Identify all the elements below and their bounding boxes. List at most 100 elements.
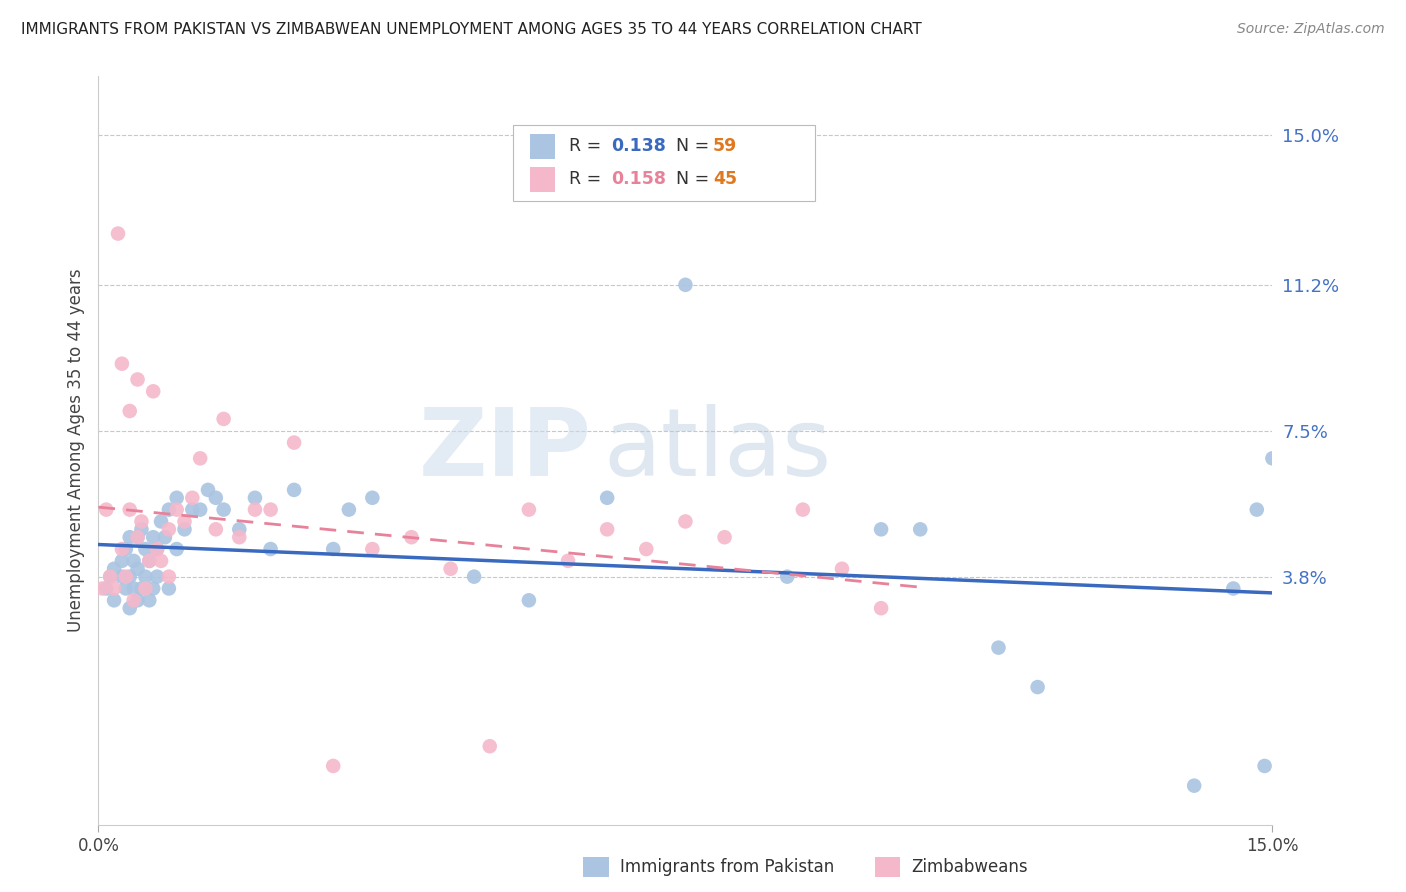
Point [166,491,188,505]
Point [188,502,211,516]
Point [114,582,136,596]
Point [212,412,235,426]
Point [596,522,619,536]
Point [96,582,118,596]
Point [114,542,136,557]
Point [150,554,173,568]
Point [283,483,305,497]
Point [111,357,134,371]
Point [118,569,141,583]
Point [776,569,799,583]
Text: atlas: atlas [603,404,831,497]
Point [337,502,360,516]
Point [127,530,149,544]
Text: 59: 59 [713,137,737,155]
Point [134,542,156,557]
Point [122,554,145,568]
Point [118,404,141,418]
Text: 0.138: 0.138 [612,137,666,155]
Point [870,601,893,615]
Point [1222,582,1244,596]
Point [439,562,461,576]
Point [118,502,141,516]
Point [463,569,485,583]
Point [111,554,134,568]
Point [557,554,579,568]
Text: Source: ZipAtlas.com: Source: ZipAtlas.com [1237,22,1385,37]
Point [987,640,1010,655]
Point [1182,779,1205,793]
Point [1246,502,1268,516]
Text: R =: R = [569,137,607,155]
Point [150,515,173,529]
Point [146,569,169,583]
Point [96,502,118,516]
Point [114,569,136,583]
Point [103,582,125,596]
Point [181,491,204,505]
Point [322,759,344,773]
Point [138,554,160,568]
Point [138,593,160,607]
Point [259,502,281,516]
Point [478,739,501,754]
Point [870,522,893,536]
Point [243,502,266,516]
Text: Immigrants from Pakistan: Immigrants from Pakistan [620,858,834,876]
Point [142,530,165,544]
Point [107,227,129,241]
Text: Zimbabweans: Zimbabweans [911,858,1028,876]
Point [157,569,180,583]
Point [157,502,180,516]
Text: IMMIGRANTS FROM PAKISTAN VS ZIMBABWEAN UNEMPLOYMENT AMONG AGES 35 TO 44 YEARS CO: IMMIGRANTS FROM PAKISTAN VS ZIMBABWEAN U… [21,22,922,37]
Point [212,502,235,516]
Point [146,542,169,557]
Y-axis label: Unemployment Among Ages 35 to 44 years: Unemployment Among Ages 35 to 44 years [66,268,84,632]
Point [636,542,658,557]
Text: N =: N = [665,170,714,188]
Point [122,582,145,596]
Point [283,435,305,450]
Point [157,522,180,536]
Point [596,491,619,505]
Point [1026,680,1049,694]
Point [1261,451,1284,466]
Point [259,542,281,557]
Point [111,569,134,583]
Point [188,451,211,466]
Point [131,582,153,596]
Point [908,522,931,536]
Point [98,569,121,583]
Point [142,384,165,399]
Text: ZIP: ZIP [419,404,592,497]
Point [517,502,540,516]
Point [111,542,134,557]
Point [98,569,121,583]
Point [134,569,156,583]
Point [157,582,180,596]
Point [675,515,697,529]
Point [118,601,141,615]
Point [205,491,228,505]
Point [228,530,250,544]
Point [713,530,735,544]
Point [1253,759,1275,773]
Text: 0.158: 0.158 [612,170,666,188]
Text: N =: N = [665,137,714,155]
Point [361,491,384,505]
Point [322,542,344,557]
Point [517,593,540,607]
Point [228,522,250,536]
Point [153,530,176,544]
Point [127,593,149,607]
Point [166,542,188,557]
Point [127,562,149,576]
Point [142,582,165,596]
Point [181,502,204,516]
Point [118,530,141,544]
Point [197,483,219,497]
Point [205,522,228,536]
Point [103,562,125,576]
Text: 45: 45 [713,170,737,188]
Point [173,515,195,529]
